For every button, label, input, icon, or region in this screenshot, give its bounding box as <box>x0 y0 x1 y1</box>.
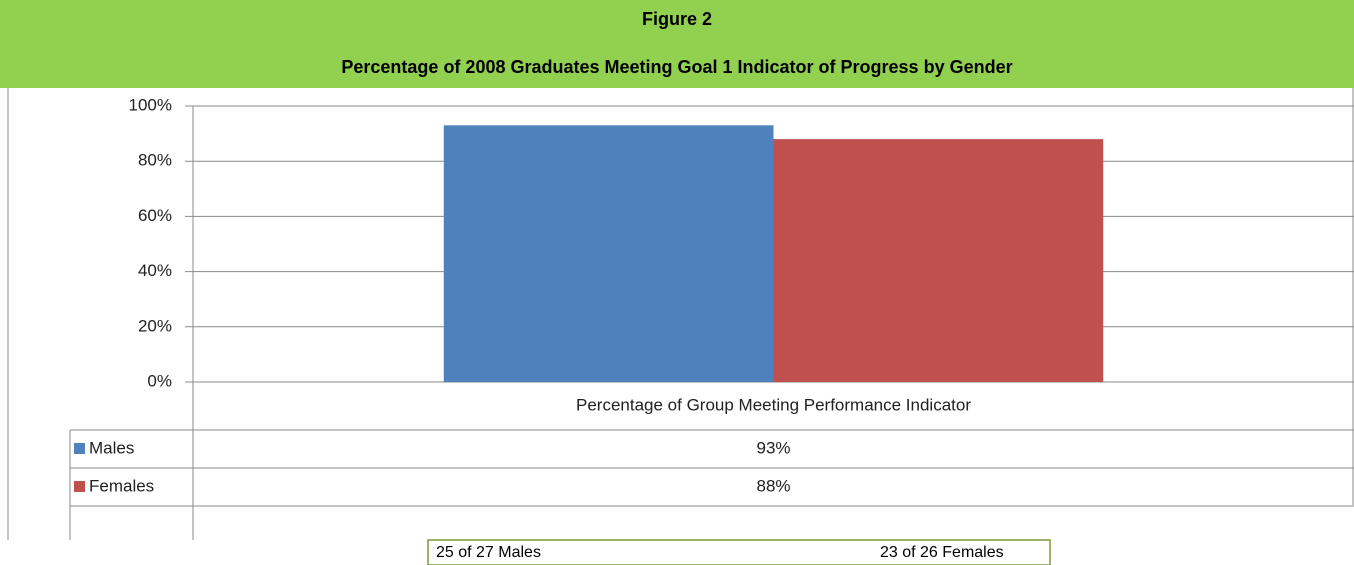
y-tick-label: 20% <box>138 316 172 335</box>
data-label: 93% <box>756 438 790 457</box>
legend-swatch <box>74 443 85 454</box>
y-tick-label: 80% <box>138 151 172 170</box>
legend-swatch <box>74 481 85 492</box>
legend-label: Males <box>89 438 134 457</box>
note-box <box>427 539 1051 565</box>
chart-title: Figure 2 <box>642 9 712 29</box>
y-tick-label: 60% <box>138 206 172 225</box>
data-label: 88% <box>756 476 790 495</box>
bar <box>773 139 1104 382</box>
x-tick-label: Percentage of Group Meeting Performance … <box>576 395 971 414</box>
header-band <box>0 0 1354 88</box>
note: 25 of 27 Males <box>436 544 541 561</box>
bar <box>443 125 774 382</box>
y-tick-label: 40% <box>138 261 172 280</box>
note: 23 of 26 Females <box>880 544 1004 561</box>
y-tick-label: 100% <box>129 95 172 114</box>
chart-subtitle: Percentage of 2008 Graduates Meeting Goa… <box>341 57 1012 77</box>
legend-label: Females <box>89 476 154 495</box>
y-tick-label: 0% <box>147 371 172 390</box>
